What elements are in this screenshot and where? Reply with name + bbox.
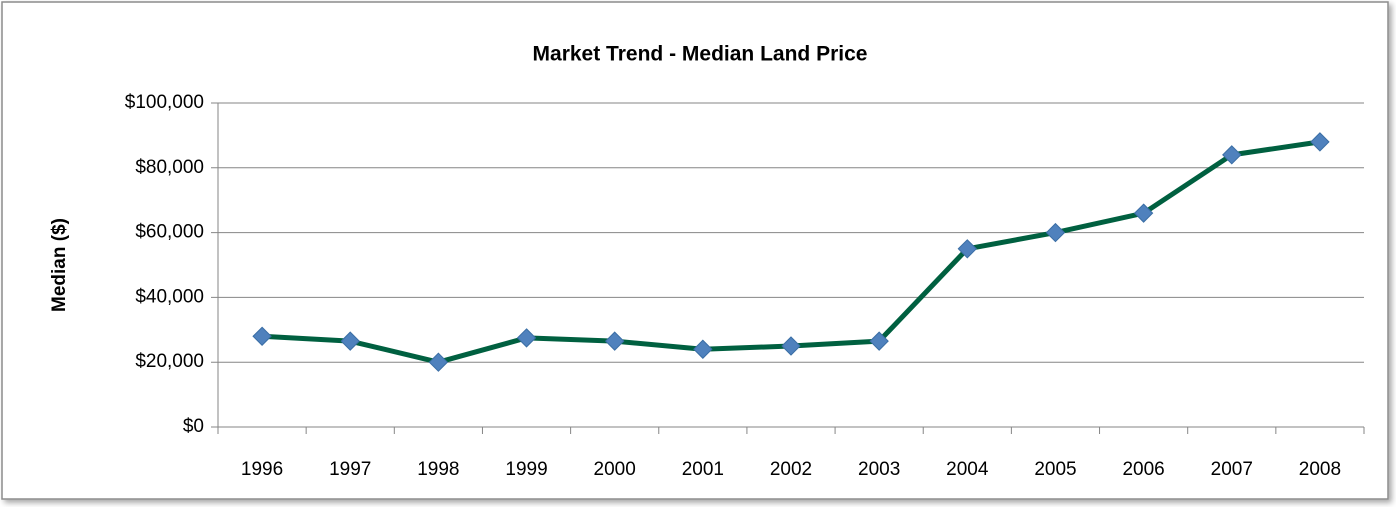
marker: [604, 331, 625, 351]
marker: [428, 352, 449, 372]
x-tick-label: 2002: [770, 459, 812, 480]
marker: [869, 331, 889, 351]
x-tick-label: 2008: [1299, 459, 1341, 480]
x-tick-label: 2000: [594, 459, 636, 480]
x-tick-label: 2004: [946, 459, 989, 480]
y-tick-label: $40,000: [135, 286, 204, 307]
chart-frame: [1, 1, 1389, 500]
marker: [1045, 222, 1066, 243]
marker: [252, 326, 272, 346]
y-tick-label: $100,000: [125, 92, 204, 113]
marker: [1133, 203, 1154, 223]
y-axis-title: Median ($): [49, 218, 70, 312]
x-tick-label: 2005: [1034, 459, 1076, 480]
marker: [693, 339, 713, 359]
y-tick-label: $80,000: [135, 157, 204, 178]
marker: [1310, 132, 1330, 152]
marker: [340, 331, 360, 351]
y-tick-label: $0: [183, 416, 204, 437]
marker: [957, 239, 978, 259]
x-tick-label: 2003: [858, 459, 900, 480]
x-tick-label: 2001: [682, 459, 724, 480]
marker: [516, 328, 537, 348]
y-tick-label: $20,000: [135, 351, 204, 372]
x-tick-label: 1998: [417, 459, 459, 480]
x-tick-label: 1996: [241, 459, 283, 480]
y-tick-label: $60,000: [135, 222, 204, 243]
chart-title: Market Trend - Median Land Price: [533, 43, 868, 66]
marker: [1222, 145, 1242, 165]
x-tick-label: 2006: [1122, 459, 1164, 480]
x-tick-label: 1999: [505, 459, 547, 480]
x-tick-label: 2007: [1211, 459, 1253, 480]
x-tick-label: 1997: [329, 459, 371, 480]
marker: [781, 336, 801, 356]
